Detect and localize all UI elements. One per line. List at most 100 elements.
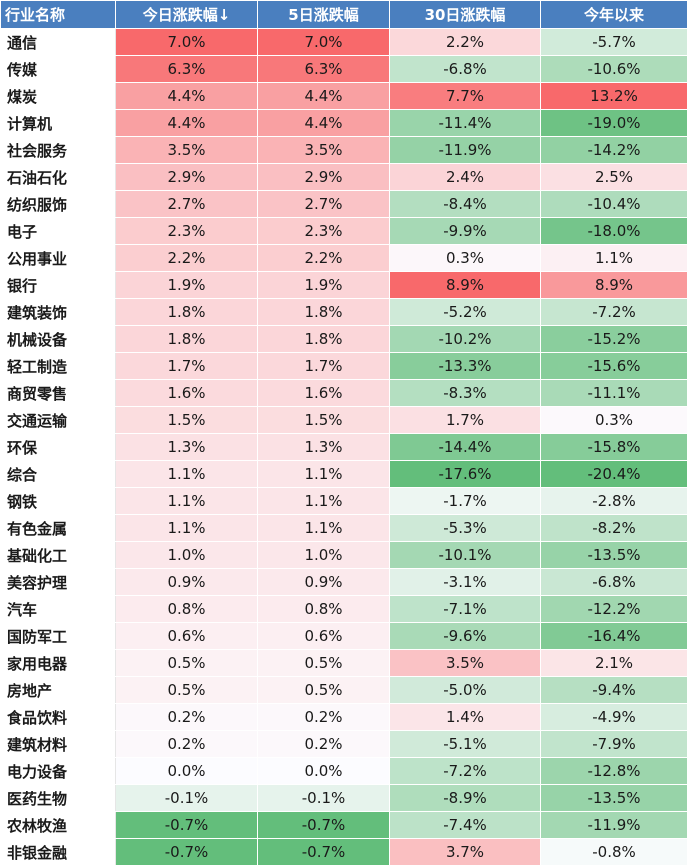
- today-change-cell: 4.4%: [116, 110, 258, 137]
- ytd-change-cell: -12.2%: [541, 596, 687, 623]
- industry-name-cell: 交通运输: [1, 407, 116, 434]
- industry-name-cell: 农林牧渔: [1, 812, 116, 839]
- thirty-day-change-cell: 3.5%: [390, 650, 541, 677]
- five-day-change-cell: 0.8%: [258, 596, 390, 623]
- five-day-change-cell: 1.3%: [258, 434, 390, 461]
- five-day-change-cell: -0.7%: [258, 812, 390, 839]
- five-day-change-cell: 1.9%: [258, 272, 390, 299]
- today-change-cell: 0.0%: [116, 758, 258, 785]
- industry-name-cell: 电子: [1, 218, 116, 245]
- today-change-cell: 1.3%: [116, 434, 258, 461]
- ytd-change-cell: -15.2%: [541, 326, 687, 353]
- today-change-cell: 0.5%: [116, 650, 258, 677]
- industry-name-cell: 基础化工: [1, 542, 116, 569]
- industry-name-cell: 纺织服饰: [1, 191, 116, 218]
- ytd-change-cell: -20.4%: [541, 461, 687, 488]
- table-row: 医药生物-0.1%-0.1%-8.9%-13.5%: [1, 785, 687, 812]
- today-change-cell: 0.2%: [116, 731, 258, 758]
- thirty-day-change-cell: 1.7%: [390, 407, 541, 434]
- five-day-change-cell: 0.9%: [258, 569, 390, 596]
- industry-name-cell: 煤炭: [1, 83, 116, 110]
- ytd-change-cell: -12.8%: [541, 758, 687, 785]
- five-day-change-cell: 1.0%: [258, 542, 390, 569]
- industry-name-cell: 银行: [1, 272, 116, 299]
- today-change-cell: -0.7%: [116, 839, 258, 866]
- thirty-day-change-cell: -7.1%: [390, 596, 541, 623]
- ytd-change-cell: -13.5%: [541, 542, 687, 569]
- thirty-day-change-cell: -5.2%: [390, 299, 541, 326]
- today-change-cell: 1.6%: [116, 380, 258, 407]
- industry-name-cell: 有色金属: [1, 515, 116, 542]
- thirty-day-change-cell: -17.6%: [390, 461, 541, 488]
- thirty-day-change-cell: -7.2%: [390, 758, 541, 785]
- thirty-day-change-cell: -11.4%: [390, 110, 541, 137]
- ytd-change-cell: 2.1%: [541, 650, 687, 677]
- industry-name-cell: 钢铁: [1, 488, 116, 515]
- col-header-30day-change[interactable]: 30日涨跌幅: [390, 1, 541, 29]
- ytd-change-cell: -14.2%: [541, 137, 687, 164]
- ytd-change-cell: -11.9%: [541, 812, 687, 839]
- today-change-cell: 0.8%: [116, 596, 258, 623]
- five-day-change-cell: 2.3%: [258, 218, 390, 245]
- thirty-day-change-cell: -8.4%: [390, 191, 541, 218]
- industry-name-cell: 建筑材料: [1, 731, 116, 758]
- today-change-cell: 1.0%: [116, 542, 258, 569]
- thirty-day-change-cell: 0.3%: [390, 245, 541, 272]
- ytd-change-cell: 1.1%: [541, 245, 687, 272]
- ytd-change-cell: -15.8%: [541, 434, 687, 461]
- today-change-cell: 1.8%: [116, 326, 258, 353]
- five-day-change-cell: 0.0%: [258, 758, 390, 785]
- five-day-change-cell: 1.8%: [258, 326, 390, 353]
- industry-name-cell: 食品饮料: [1, 704, 116, 731]
- col-header-5day-change[interactable]: 5日涨跌幅: [258, 1, 390, 29]
- five-day-change-cell: 4.4%: [258, 110, 390, 137]
- table-row: 非银金融-0.7%-0.7%3.7%-0.8%: [1, 839, 687, 866]
- col-header-ytd-change[interactable]: 今年以来: [541, 1, 687, 29]
- today-change-cell: 3.5%: [116, 137, 258, 164]
- industry-name-cell: 机械设备: [1, 326, 116, 353]
- thirty-day-change-cell: -6.8%: [390, 56, 541, 83]
- industry-name-cell: 石油石化: [1, 164, 116, 191]
- today-change-cell: 0.6%: [116, 623, 258, 650]
- industry-name-cell: 非银金融: [1, 839, 116, 866]
- thirty-day-change-cell: -8.9%: [390, 785, 541, 812]
- col-header-industry[interactable]: 行业名称: [1, 1, 116, 29]
- ytd-change-cell: -19.0%: [541, 110, 687, 137]
- today-change-cell: 1.1%: [116, 461, 258, 488]
- thirty-day-change-cell: -1.7%: [390, 488, 541, 515]
- industry-name-cell: 建筑装饰: [1, 299, 116, 326]
- today-change-cell: 1.1%: [116, 488, 258, 515]
- five-day-change-cell: 1.6%: [258, 380, 390, 407]
- five-day-change-cell: -0.1%: [258, 785, 390, 812]
- today-change-cell: 1.9%: [116, 272, 258, 299]
- col-header-today-change[interactable]: 今日涨跌幅↓: [116, 1, 258, 29]
- today-change-cell: -0.1%: [116, 785, 258, 812]
- industry-name-cell: 家用电器: [1, 650, 116, 677]
- industry-name-cell: 汽车: [1, 596, 116, 623]
- industry-name-cell: 传媒: [1, 56, 116, 83]
- five-day-change-cell: 1.8%: [258, 299, 390, 326]
- thirty-day-change-cell: -13.3%: [390, 353, 541, 380]
- five-day-change-cell: 0.5%: [258, 677, 390, 704]
- five-day-change-cell: 6.3%: [258, 56, 390, 83]
